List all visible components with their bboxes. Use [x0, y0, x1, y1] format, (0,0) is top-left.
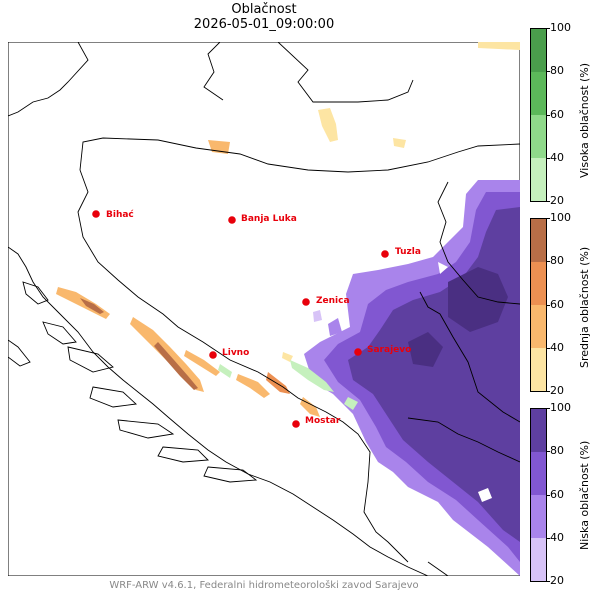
svg-text:Livno: Livno: [222, 348, 249, 358]
colorbar-visoka-tick: 20: [550, 194, 564, 207]
tick-mark: [546, 305, 550, 306]
country-borders: [8, 42, 520, 576]
colorbar-srednja-tick: 40: [550, 341, 564, 354]
colorbar-visoka-tick: 80: [550, 64, 564, 77]
colorbar-niska-seg-1: [531, 538, 546, 581]
low-cloud-area: [304, 180, 520, 576]
colorbar-niska-seg-2: [531, 495, 546, 538]
colorbar-niska-tick: 60: [550, 488, 564, 501]
colorbar-niska-tick: 40: [550, 531, 564, 544]
tick-mark: [546, 115, 550, 116]
colorbar-niska-tick: 20: [550, 574, 564, 587]
tick-mark: [546, 218, 550, 219]
colorbar-srednja: [530, 218, 547, 392]
colorbar-srednja-tick: 20: [550, 384, 564, 397]
tick-mark: [546, 408, 550, 409]
svg-text:Tuzla: Tuzla: [395, 247, 421, 257]
svg-text:Bihać: Bihać: [106, 209, 134, 220]
svg-text:Sarajevo: Sarajevo: [367, 345, 411, 355]
city-markers: Bihać Banja Luka Tuzla Zenica Livno Sara…: [92, 209, 421, 428]
tick-mark: [546, 495, 550, 496]
mid-cloud-area: [56, 42, 520, 417]
svg-text:Zenica: Zenica: [316, 296, 350, 306]
colorbar-visoka-tick: 100: [550, 21, 571, 34]
svg-text:Banja Luka: Banja Luka: [241, 214, 297, 224]
city-sarajevo: Sarajevo: [354, 345, 411, 356]
colorbar-visoka-seg-4: [531, 29, 546, 72]
high-cloud-area: [218, 360, 358, 410]
tick-mark: [546, 28, 550, 29]
colorbar-visoka-label: Visoka oblačnost (%): [578, 62, 591, 178]
colorbar-visoka-tick: 40: [550, 151, 564, 164]
colorbar-visoka-seg-2: [531, 115, 546, 158]
tick-mark: [546, 391, 550, 392]
tick-mark: [546, 261, 550, 262]
colorbar-niska-tick: 100: [550, 401, 571, 414]
colorbar-visoka-tick: 60: [550, 108, 564, 121]
city-bihac: Bihać: [92, 209, 134, 220]
colorbar-srednja-seg-2: [531, 305, 546, 348]
svg-text:Mostar: Mostar: [305, 416, 341, 426]
colorbar-niska: [530, 408, 547, 582]
colorbar-niska-label: Niska oblačnost (%): [578, 440, 591, 550]
city-zenica: Zenica: [302, 296, 350, 306]
colorbar-srednja-tick: 80: [550, 254, 564, 267]
tick-mark: [546, 581, 550, 582]
city-tuzla: Tuzla: [381, 247, 421, 258]
colorbar-visoka: [530, 28, 547, 202]
tick-mark: [546, 158, 550, 159]
map-datetime: 2026-05-01_09:00:00: [193, 17, 335, 32]
colorbar-niska-seg-4: [531, 409, 546, 452]
city-mostar: Mostar: [292, 416, 341, 428]
colorbar-srednja-tick: 60: [550, 298, 564, 311]
colorbar-niska-seg-3: [531, 452, 546, 495]
colorbar-visoka-seg-3: [531, 72, 546, 115]
cloud-cover-map: Bihać Banja Luka Tuzla Zenica Livno Sara…: [8, 42, 520, 576]
colorbar-niska-tick: 80: [550, 444, 564, 457]
colorbar-srednja-label: Srednja oblačnost (%): [578, 246, 591, 368]
colorbar-srednja-seg-3: [531, 262, 546, 305]
tick-mark: [546, 451, 550, 452]
city-livno: Livno: [209, 348, 249, 359]
tick-mark: [546, 201, 550, 202]
colorbar-visoka-seg-1: [531, 158, 546, 201]
colorbar-srednja-seg-1: [531, 348, 546, 391]
tick-mark: [546, 71, 550, 72]
colorbar-srednja-tick: 100: [550, 211, 571, 224]
footer-credit: WRF-ARW v4.6.1, Federalni hidrometeorolo…: [109, 580, 419, 591]
map-title: Oblačnost: [231, 2, 297, 17]
city-banja-luka: Banja Luka: [228, 214, 297, 224]
colorbar-srednja-seg-4: [531, 219, 546, 262]
tick-mark: [546, 348, 550, 349]
tick-mark: [546, 538, 550, 539]
